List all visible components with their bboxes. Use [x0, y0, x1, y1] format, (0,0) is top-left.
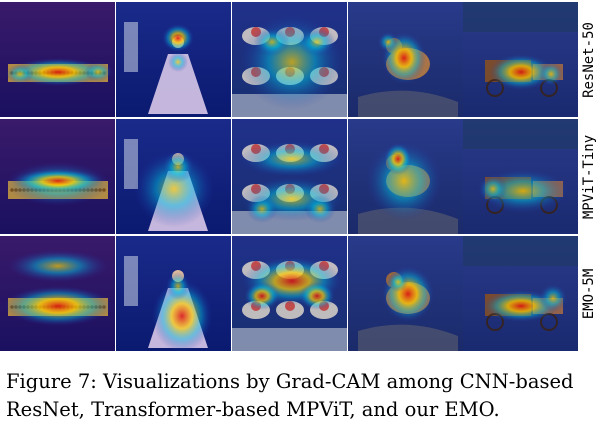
gradcam-tile-horse-cart: [463, 2, 578, 117]
gradcam-tile-girl-in-dress: [116, 119, 231, 234]
heat-region: [299, 28, 335, 56]
heat-region: [4, 286, 112, 326]
heat-region: [162, 151, 194, 183]
heat-region: [382, 266, 434, 322]
heat-region: [6, 64, 34, 84]
heat-region: [166, 272, 190, 300]
heat-region: [84, 62, 112, 82]
heat-region: [254, 28, 290, 56]
heat-region: [244, 282, 280, 310]
gradcam-tile-abacus: [0, 236, 115, 351]
gradcam-tile-bird: [348, 2, 463, 117]
heat-region: [489, 54, 553, 90]
figure-row-1: ResNet-50: [0, 2, 597, 117]
heat-region: [304, 195, 336, 223]
gradcam-tile-horse-cart: [463, 236, 578, 351]
heat-region: [10, 58, 106, 86]
heat-region: [134, 151, 214, 227]
gradcam-tile-horse-cart: [463, 119, 578, 234]
gradcam-tile-baskets: [232, 2, 347, 117]
heat-region: [162, 24, 194, 52]
heat-region: [152, 280, 212, 351]
figure-caption: Figure 7: Visualizations by Grad-CAM amo…: [6, 370, 574, 421]
figure-row-2: MPViT-Tiny: [0, 119, 597, 234]
gradcam-tile-girl-in-dress: [116, 2, 231, 117]
heat-region: [246, 195, 278, 223]
heat-region: [8, 250, 108, 282]
row-label-text: ResNet-50: [581, 21, 597, 98]
heat-region: [12, 169, 104, 193]
row-label: EMO-5M: [578, 236, 600, 351]
row-label-text: MPViT-Tiny: [581, 134, 597, 219]
row-label-text: EMO-5M: [581, 268, 597, 319]
heat-region: [384, 143, 412, 175]
heat-region: [240, 141, 344, 177]
gradcam-tile-abacus: [0, 2, 115, 117]
heat-region: [378, 32, 398, 52]
row-label: ResNet-50: [578, 2, 600, 117]
gradcam-tile-baskets: [232, 119, 347, 234]
heat-region: [240, 14, 344, 110]
heat-region: [539, 284, 567, 312]
row-label: MPViT-Tiny: [578, 119, 600, 234]
gradcam-figure: ResNet-50 MPViT-Tiny EMO-5M: [0, 2, 597, 351]
heat-region: [479, 175, 507, 203]
heat-region: [539, 62, 563, 86]
heat-region: [299, 282, 335, 310]
heat-region: [168, 52, 188, 72]
gradcam-tile-bird: [348, 236, 463, 351]
figure-row-3: EMO-5M: [0, 236, 597, 351]
gradcam-tile-girl-in-dress: [116, 236, 231, 351]
gradcam-tile-baskets: [232, 236, 347, 351]
gradcam-tile-abacus: [0, 119, 115, 234]
gradcam-tile-bird: [348, 119, 463, 234]
heat-region: [388, 272, 408, 292]
